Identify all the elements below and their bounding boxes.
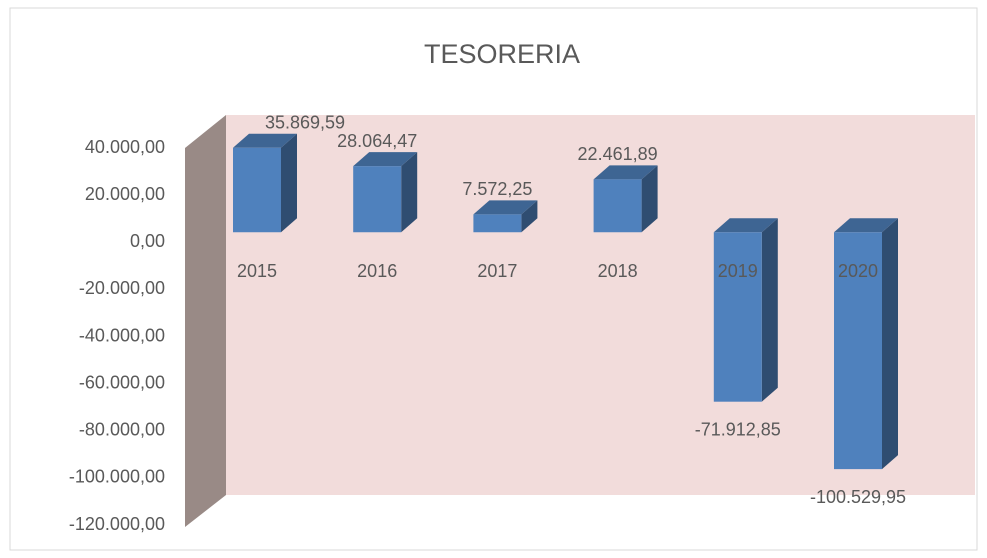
bar bbox=[593, 179, 642, 233]
bar bbox=[713, 232, 762, 402]
y-tick-label: -60.000,00 bbox=[79, 372, 165, 392]
y-tick-label: 40.000,00 bbox=[85, 137, 165, 157]
data-label: 35.869,59 bbox=[265, 112, 345, 132]
bar-side bbox=[401, 152, 418, 233]
bar-side bbox=[761, 218, 778, 402]
data-label: 22.461,89 bbox=[578, 144, 658, 164]
data-label: 7.572,25 bbox=[462, 179, 532, 199]
bar bbox=[233, 147, 281, 233]
y-tick-label: -40.000,00 bbox=[79, 325, 165, 345]
bar-top bbox=[593, 165, 658, 180]
data-label: 28.064,47 bbox=[337, 131, 417, 151]
bar bbox=[834, 232, 882, 470]
bar-top bbox=[713, 218, 778, 233]
bar bbox=[473, 214, 522, 233]
x-tick-label: 2017 bbox=[477, 261, 517, 281]
bar-top bbox=[473, 200, 538, 215]
data-label: -100.529,95 bbox=[810, 487, 906, 507]
x-tick-label: 2016 bbox=[357, 261, 397, 281]
y-tick-label: -100.000,00 bbox=[69, 467, 165, 487]
y-tick-label: -80.000,00 bbox=[79, 420, 165, 440]
chart-title: TESORERIA bbox=[424, 39, 580, 69]
bar-top bbox=[353, 152, 418, 167]
y-tick-label: 20.000,00 bbox=[85, 184, 165, 204]
y-tick-label: -120.000,00 bbox=[69, 514, 165, 534]
x-tick-label: 2020 bbox=[838, 261, 878, 281]
side-wall bbox=[185, 115, 226, 527]
bar-side bbox=[281, 133, 297, 233]
bar-side bbox=[882, 218, 898, 470]
bar-side bbox=[521, 200, 538, 233]
bar bbox=[353, 166, 402, 233]
y-tick-label: 0,00 bbox=[130, 231, 165, 251]
x-tick-label: 2019 bbox=[718, 261, 758, 281]
bar-side bbox=[641, 165, 658, 233]
bar-top bbox=[834, 218, 898, 233]
data-label: -71.912,85 bbox=[695, 419, 781, 439]
bar-top bbox=[233, 133, 297, 148]
x-tick-label: 2015 bbox=[237, 261, 277, 281]
x-tick-label: 2018 bbox=[598, 261, 638, 281]
y-tick-label: -20.000,00 bbox=[79, 278, 165, 298]
